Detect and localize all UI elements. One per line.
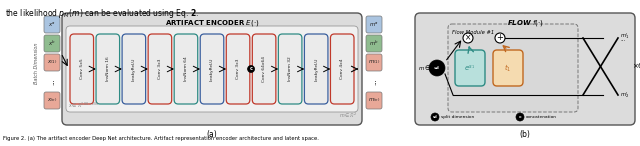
Text: c: c bbox=[250, 66, 253, 72]
Text: ...: ... bbox=[371, 78, 377, 85]
FancyBboxPatch shape bbox=[448, 24, 578, 112]
Text: $m_{(n)}$: $m_{(n)}$ bbox=[368, 97, 380, 104]
FancyBboxPatch shape bbox=[493, 50, 523, 86]
FancyBboxPatch shape bbox=[44, 35, 60, 52]
Text: LeakyReLU: LeakyReLU bbox=[210, 57, 214, 81]
Text: Flow Module #1: Flow Module #1 bbox=[452, 29, 494, 34]
Text: Conv 3x3: Conv 3x3 bbox=[236, 59, 240, 79]
FancyBboxPatch shape bbox=[455, 50, 485, 86]
Text: $m_1'$: $m_1'$ bbox=[620, 31, 629, 41]
Text: ...: ... bbox=[49, 78, 55, 85]
Text: $m \in \mathbb{R}^{2}$: $m \in \mathbb{R}^{2}$ bbox=[339, 111, 357, 120]
Text: $t_1$: $t_1$ bbox=[504, 62, 512, 74]
FancyBboxPatch shape bbox=[366, 54, 382, 71]
Text: (a): (a) bbox=[207, 131, 218, 139]
FancyBboxPatch shape bbox=[148, 34, 172, 104]
Text: $e^{s_1}$: $e^{s_1}$ bbox=[465, 63, 476, 73]
Circle shape bbox=[463, 33, 473, 43]
FancyBboxPatch shape bbox=[122, 34, 146, 104]
FancyBboxPatch shape bbox=[96, 34, 120, 104]
Circle shape bbox=[516, 113, 524, 121]
FancyBboxPatch shape bbox=[305, 34, 328, 104]
Text: Conv 3x3: Conv 3x3 bbox=[158, 59, 162, 79]
FancyBboxPatch shape bbox=[44, 16, 60, 33]
FancyBboxPatch shape bbox=[366, 16, 382, 33]
Text: +: + bbox=[497, 33, 504, 42]
Text: c: c bbox=[518, 115, 522, 119]
Text: concatenation: concatenation bbox=[526, 115, 557, 119]
FancyBboxPatch shape bbox=[70, 34, 93, 104]
Circle shape bbox=[431, 113, 439, 121]
Text: Figure 2. (a) The artifact encoder Deep Net architecture. Artifact representatio: Figure 2. (a) The artifact encoder Deep … bbox=[3, 136, 319, 141]
Text: $m_{(1)}$: $m_{(1)}$ bbox=[368, 59, 380, 66]
FancyBboxPatch shape bbox=[44, 54, 60, 71]
Text: ×: × bbox=[465, 33, 471, 42]
FancyBboxPatch shape bbox=[44, 92, 60, 109]
Text: $m^b$: $m^b$ bbox=[369, 39, 379, 48]
Circle shape bbox=[495, 33, 505, 43]
Text: $x^a$: $x^a$ bbox=[48, 20, 56, 29]
Text: $m^a$: $m^a$ bbox=[369, 20, 379, 29]
Text: FLOW $f(\cdot)$: FLOW $f(\cdot)$ bbox=[506, 18, 543, 28]
FancyBboxPatch shape bbox=[252, 34, 276, 104]
Circle shape bbox=[248, 66, 255, 73]
FancyBboxPatch shape bbox=[415, 13, 635, 125]
Text: InsNorm 32: InsNorm 32 bbox=[288, 57, 292, 81]
FancyBboxPatch shape bbox=[62, 13, 362, 125]
FancyBboxPatch shape bbox=[174, 34, 198, 104]
Text: ...: ... bbox=[620, 37, 625, 42]
Text: ARTIFACT ENCODER $E(\cdot)$: ARTIFACT ENCODER $E(\cdot)$ bbox=[164, 18, 259, 28]
Text: Conv 64x64: Conv 64x64 bbox=[262, 56, 266, 82]
Text: LeakyReLU: LeakyReLU bbox=[132, 57, 136, 81]
Text: LeakyReLU: LeakyReLU bbox=[314, 57, 318, 81]
FancyBboxPatch shape bbox=[330, 34, 354, 104]
Text: Conv 5x5: Conv 5x5 bbox=[80, 59, 84, 79]
Text: $x \in \mathbb{R}^{288\times288}$: $x \in \mathbb{R}^{288\times288}$ bbox=[68, 101, 100, 110]
Circle shape bbox=[429, 60, 445, 76]
Text: sd: sd bbox=[433, 115, 437, 119]
Text: InsNorm 64: InsNorm 64 bbox=[184, 57, 188, 81]
Text: $x^b$: $x^b$ bbox=[48, 39, 56, 48]
Text: sd: sd bbox=[434, 66, 440, 70]
Text: InsNorm 16: InsNorm 16 bbox=[106, 57, 110, 81]
Text: the likelihood $p_M(m)$ can be evaluated using Eq. $\mathbf{2}$.: the likelihood $p_M(m)$ can be evaluated… bbox=[5, 7, 200, 20]
FancyBboxPatch shape bbox=[366, 35, 382, 52]
Text: $x_{(1)}$: $x_{(1)}$ bbox=[47, 59, 57, 66]
Text: $m_2'$: $m_2'$ bbox=[620, 90, 629, 100]
Text: $\times 6$: $\times 6$ bbox=[632, 60, 640, 69]
FancyBboxPatch shape bbox=[278, 34, 302, 104]
FancyBboxPatch shape bbox=[66, 26, 358, 112]
Text: (b): (b) bbox=[520, 131, 531, 139]
Text: $x_{(n)}$: $x_{(n)}$ bbox=[47, 97, 57, 104]
Text: $m \in \mathbb{R}^{2}$: $m \in \mathbb{R}^{2}$ bbox=[418, 63, 438, 73]
Text: Conv 4x4: Conv 4x4 bbox=[340, 59, 344, 79]
FancyBboxPatch shape bbox=[366, 92, 382, 109]
Text: Batch Dimension: Batch Dimension bbox=[33, 43, 38, 84]
FancyBboxPatch shape bbox=[227, 34, 250, 104]
Text: split dimension: split dimension bbox=[441, 115, 474, 119]
FancyBboxPatch shape bbox=[200, 34, 224, 104]
